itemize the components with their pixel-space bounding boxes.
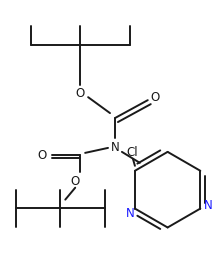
Text: O: O — [71, 175, 80, 188]
Text: N: N — [204, 199, 213, 212]
Text: N: N — [126, 207, 134, 220]
Text: N: N — [111, 141, 119, 154]
Text: O: O — [38, 149, 47, 162]
Text: Cl: Cl — [126, 146, 138, 159]
Text: O: O — [150, 91, 159, 104]
Text: O: O — [76, 87, 85, 100]
